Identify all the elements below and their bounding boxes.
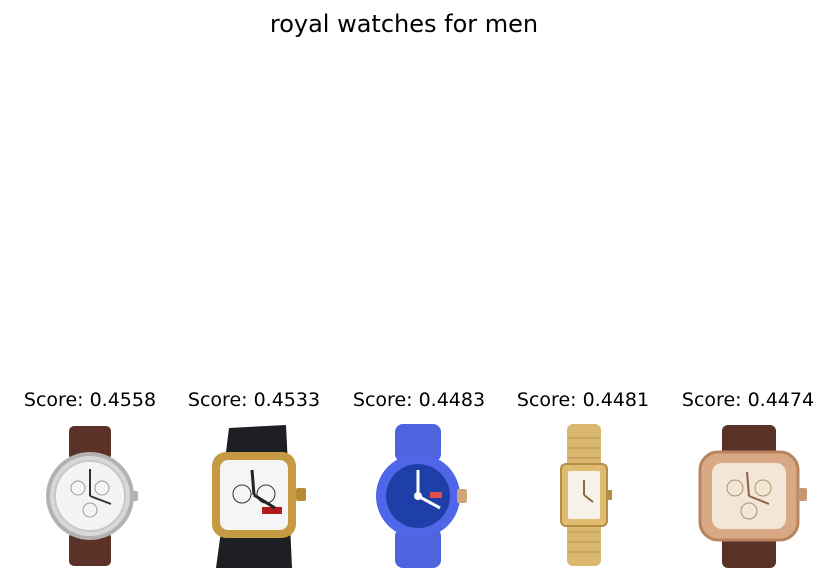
result-card-4[interactable]: Score: 0.4481	[501, 384, 665, 574]
gold-rectangular-bracelet-watch-icon	[560, 424, 612, 566]
result-card-2[interactable]: Score: 0.4533	[172, 384, 336, 574]
result-score: Score: 0.4481	[516, 389, 650, 411]
result-card-5[interactable]: Score: 0.4474	[666, 384, 830, 574]
gold-square-watch-black-strap-icon	[212, 425, 306, 568]
blue-sport-watch-icon	[376, 424, 467, 568]
search-results: Score: 0.4558 Score: 0.4533	[8, 384, 828, 574]
result-score: Score: 0.4558	[23, 389, 157, 411]
result-card-1[interactable]: Score: 0.4558	[8, 384, 172, 574]
rose-gold-square-chronograph-brown-strap-icon	[698, 425, 807, 568]
result-score: Score: 0.4474	[681, 389, 815, 411]
result-score: Score: 0.4483	[352, 389, 486, 411]
result-score: Score: 0.4533	[187, 389, 321, 411]
silver-chronograph-watch-brown-strap-icon	[46, 426, 138, 566]
page-title: royal watches for men	[269, 10, 539, 38]
result-card-3[interactable]: Score: 0.4483	[337, 384, 501, 574]
